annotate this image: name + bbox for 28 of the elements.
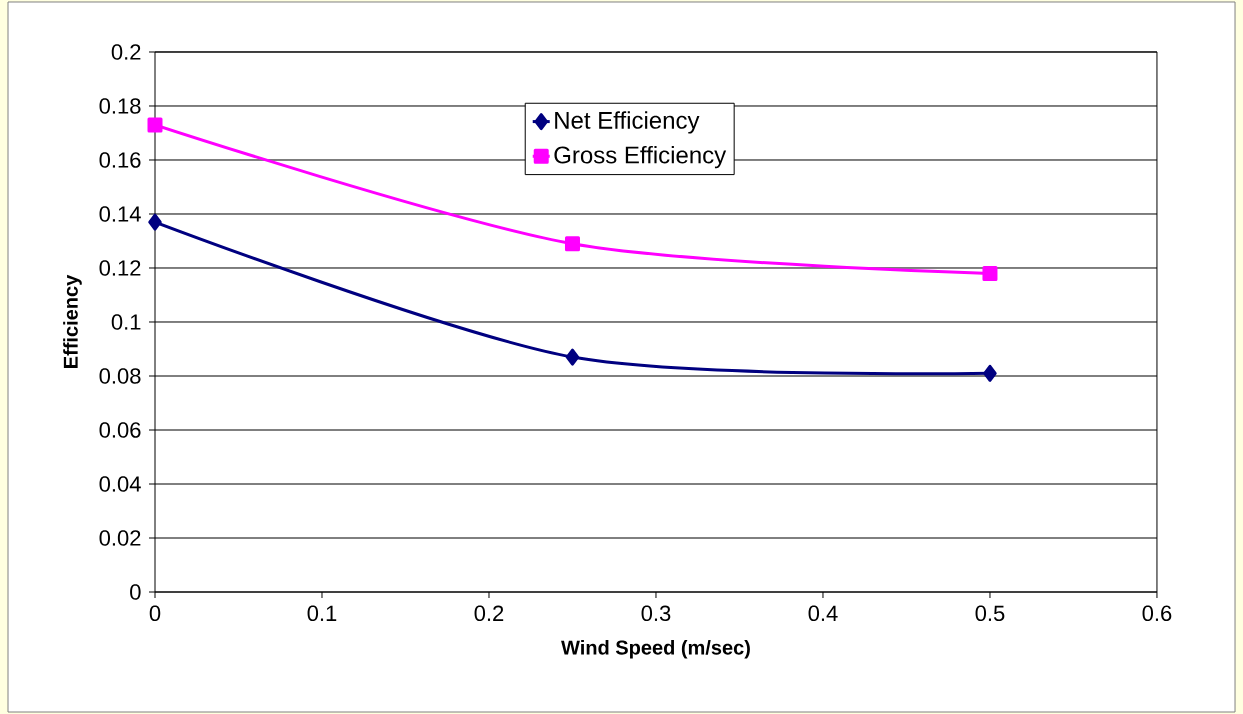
y-tick-label: 0.06 bbox=[99, 422, 141, 438]
point bbox=[983, 364, 997, 382]
y-tick-label: 0.02 bbox=[99, 530, 141, 546]
point bbox=[564, 236, 580, 252]
y-tick-label: 0.16 bbox=[99, 152, 141, 168]
y-axis-title: Efficiency bbox=[63, 274, 82, 368]
x-tick-label: 0.3 bbox=[641, 605, 671, 622]
y-tick-label: 0.12 bbox=[99, 260, 141, 276]
x-tick-label: 0.2 bbox=[474, 605, 504, 622]
y-tick-label: 0.2 bbox=[111, 44, 141, 60]
x-tick-label: 0.5 bbox=[975, 605, 1005, 622]
x-tick-label: 0.1 bbox=[307, 605, 337, 622]
point bbox=[982, 265, 998, 281]
x-axis-title: Wind Speed (m/sec) bbox=[561, 639, 750, 659]
y-tick-label: 0.1 bbox=[111, 314, 141, 330]
y-tick-label: 0.14 bbox=[99, 206, 141, 222]
legend-label: Gross Efficiency bbox=[554, 145, 727, 169]
point bbox=[565, 348, 580, 366]
legend-label: Net Efficiency bbox=[555, 111, 700, 134]
x-tick-label: 0 bbox=[149, 605, 161, 622]
point bbox=[148, 213, 162, 231]
x-tick-label: 0.4 bbox=[808, 605, 838, 622]
y-tick-label: 0.08 bbox=[99, 368, 141, 384]
y-tick-label: 0.18 bbox=[99, 98, 141, 114]
point bbox=[147, 117, 163, 133]
x-tick-label: 0.6 bbox=[1142, 605, 1172, 622]
y-tick-label: 0 bbox=[130, 584, 141, 600]
y-tick-label: 0.04 bbox=[99, 476, 141, 492]
